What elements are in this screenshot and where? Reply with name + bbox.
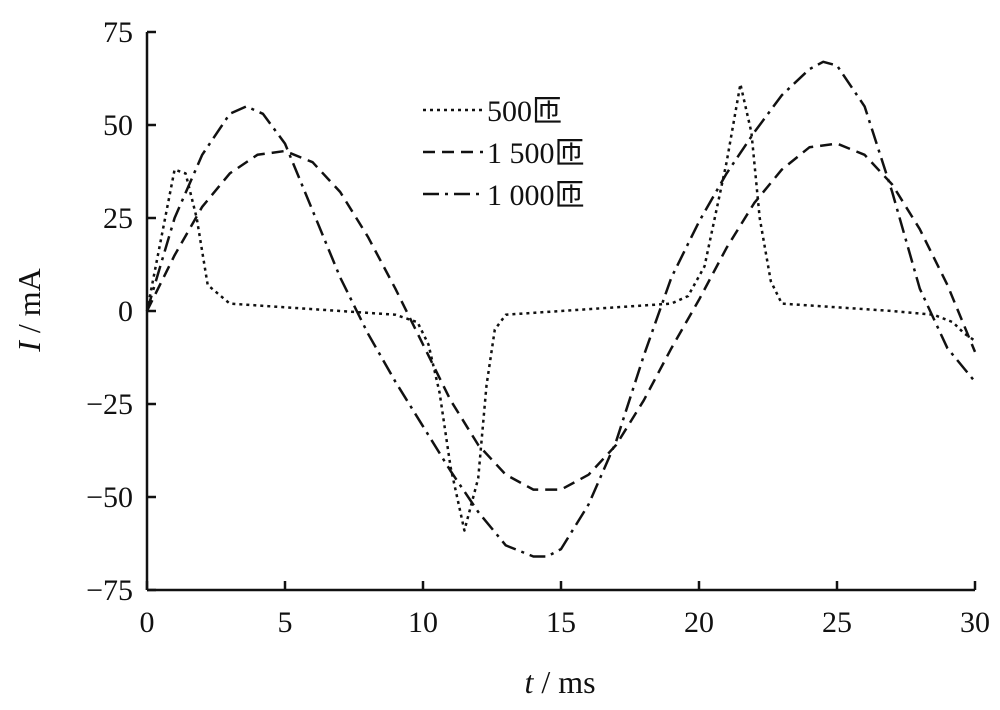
- x-tick-label: 20: [684, 606, 714, 639]
- y-tick-label: −75: [86, 574, 133, 607]
- y-tick-label: 25: [103, 202, 133, 235]
- x-tick-label: 15: [546, 606, 576, 639]
- y-axis-label: I / mA: [11, 268, 47, 353]
- legend: 500匝 1 500匝 1 000匝: [423, 95, 585, 212]
- x-tick-label: 0: [140, 606, 155, 639]
- legend-label-2: 1 500匝: [487, 137, 585, 170]
- legend-label-1: 500匝: [487, 95, 562, 128]
- legend-label-3: 1 000匝: [487, 179, 585, 212]
- series-line-3: [145, 60, 976, 558]
- y-tick-label: 50: [103, 109, 133, 142]
- plot-lines: [145, 60, 977, 558]
- y-tick-label: 75: [103, 16, 133, 49]
- x-axis-label: t / ms: [524, 664, 595, 700]
- y-tick-label: −25: [86, 388, 133, 421]
- y-tick-label: 0: [118, 295, 133, 328]
- x-tick-label: 5: [278, 606, 293, 639]
- x-tick-label: 25: [822, 606, 852, 639]
- y-tick-label: −50: [86, 481, 133, 514]
- x-tick-label: 10: [408, 606, 438, 639]
- x-tick-label: 30: [960, 606, 990, 639]
- series-line-1: [145, 82, 976, 532]
